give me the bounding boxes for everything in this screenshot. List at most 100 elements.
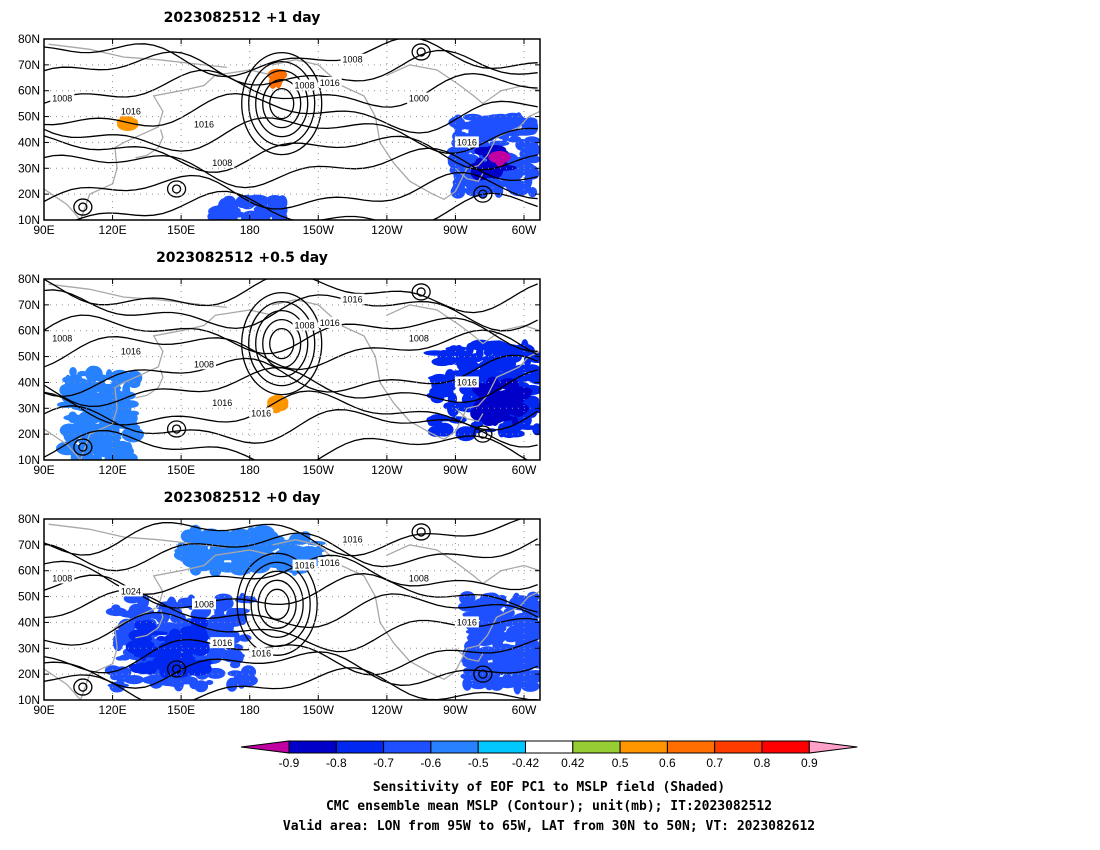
contour-label: 1016 bbox=[457, 377, 477, 387]
gridlines bbox=[44, 519, 540, 700]
y-tick-label: 50N bbox=[18, 350, 40, 364]
coastline bbox=[135, 609, 164, 639]
x-tick-label: 150E bbox=[167, 703, 195, 717]
x-tick-label: 180 bbox=[240, 463, 260, 477]
colorbar-box bbox=[525, 740, 574, 754]
plot-frame bbox=[43, 518, 541, 701]
gridlines bbox=[44, 279, 540, 460]
isobar bbox=[44, 49, 538, 86]
isobar bbox=[44, 147, 538, 189]
isobar-ring bbox=[262, 318, 302, 369]
isobar bbox=[44, 92, 538, 134]
colorbar-box bbox=[288, 740, 337, 754]
contour-label-bg bbox=[317, 556, 342, 568]
panel-title: 2023082512 +1 day bbox=[164, 10, 321, 26]
x-tick-label: 150W bbox=[303, 463, 335, 477]
isobar-ring bbox=[473, 665, 493, 683]
y-tick-label: 70N bbox=[18, 58, 40, 72]
contour-label: 1024 bbox=[121, 586, 141, 596]
isobar-ring bbox=[166, 660, 187, 678]
isobar bbox=[44, 314, 538, 355]
coastline bbox=[135, 129, 164, 159]
x-tick-label: 90E bbox=[33, 703, 54, 717]
coastline bbox=[48, 523, 227, 549]
contour-label-bg bbox=[192, 118, 216, 130]
y-tick-label: 50N bbox=[18, 110, 40, 124]
isobar-ring bbox=[78, 682, 88, 692]
contour-label-bg bbox=[340, 533, 365, 545]
isobar-ring bbox=[262, 78, 302, 129]
panel-1: 2023082512 +1 day10161016100810001008101… bbox=[18, 10, 541, 237]
y-tick-label: 70N bbox=[18, 538, 40, 552]
contour-labels: 1016 1016 1008 1000 1008 1016 1008 1016 1008 bbox=[50, 53, 479, 169]
y-tick-label: 20N bbox=[18, 187, 40, 201]
contour-label-bg bbox=[249, 647, 274, 659]
isobar-ring bbox=[411, 43, 431, 61]
isobar-ring bbox=[473, 425, 493, 443]
colorbar-label: -0.9 bbox=[279, 756, 300, 770]
contour-label: 1016 bbox=[121, 106, 141, 116]
colorbar-box bbox=[666, 740, 716, 754]
caption-line-1: Sensitivity of EOF PC1 to MSLP field (Sh… bbox=[373, 780, 725, 795]
contours bbox=[44, 39, 538, 220]
x-tick-label: 60W bbox=[512, 703, 537, 717]
contour-label-bg bbox=[210, 397, 235, 409]
isobar bbox=[44, 405, 538, 448]
x-tick-label: 120E bbox=[99, 703, 127, 717]
contour-label: 1016 bbox=[320, 558, 340, 568]
contour-label: 1016 bbox=[212, 398, 232, 408]
contour-label: 1008 bbox=[295, 321, 315, 331]
shaded-region bbox=[488, 150, 511, 167]
isobar bbox=[44, 135, 538, 173]
coastline bbox=[454, 407, 484, 422]
y-tick-label: 80N bbox=[18, 32, 40, 46]
x-tick-label: 150W bbox=[303, 223, 335, 237]
x-tick-label: 150W bbox=[303, 703, 335, 717]
isobar-ring bbox=[166, 420, 187, 438]
x-tick-label: 60W bbox=[512, 463, 537, 477]
axes: 90E 120E 150E 180 150W 120W 90W 60W 10N 20N 30N 40N… bbox=[18, 32, 540, 237]
contour-label-bg bbox=[406, 92, 431, 104]
colorbar-label: -0.42 bbox=[512, 756, 540, 770]
isobar bbox=[44, 171, 538, 210]
y-tick-label: 10N bbox=[18, 453, 40, 467]
contour-label: 1008 bbox=[212, 158, 232, 168]
colorbar-box bbox=[335, 740, 385, 754]
contour-label-bg bbox=[454, 616, 479, 628]
isobar-ring bbox=[269, 327, 295, 360]
y-tick-label: 10N bbox=[18, 693, 40, 707]
isobar-ring bbox=[73, 678, 93, 696]
colorbar-label: -0.8 bbox=[326, 756, 347, 770]
y-tick-label: 20N bbox=[18, 427, 40, 441]
x-tick-label: 120E bbox=[99, 223, 127, 237]
colorbar-label: -0.6 bbox=[421, 756, 442, 770]
colorbar-box bbox=[714, 740, 763, 754]
x-tick-label: 90W bbox=[443, 703, 468, 717]
isobar-ring bbox=[269, 87, 295, 120]
colorbar-label: -0.7 bbox=[373, 756, 394, 770]
contour-label: 1008 bbox=[409, 573, 429, 583]
isobar-ring bbox=[241, 51, 323, 156]
contour-label-bg bbox=[340, 53, 365, 65]
panel-plot-area: 1016 1016 1008 1000 1008 1016 1008 1016 1008 bbox=[44, 39, 540, 220]
isobar-ring bbox=[416, 287, 426, 297]
shaded-region bbox=[125, 616, 213, 678]
x-tick-label: 150E bbox=[167, 223, 195, 237]
coastline bbox=[454, 647, 484, 662]
colorbar-labels: -0.9 -0.8 -0.7 -0.6 -0.5 -0.42 0.42 0.5 0.6 0.7 0.… bbox=[279, 756, 818, 770]
colorbar-box bbox=[572, 740, 621, 754]
y-tick-label: 40N bbox=[18, 615, 40, 629]
plot-frame bbox=[43, 38, 541, 221]
contour-label-bg bbox=[454, 376, 479, 388]
isobar bbox=[44, 532, 539, 572]
panel-plot-area: 1008 1016 1016 1008 1016 1016 1016 1024 1008 1016 bbox=[44, 519, 540, 700]
isobar-ring bbox=[416, 47, 426, 57]
contour-label-bg bbox=[50, 332, 75, 344]
panel-plot-area: 1008 1016 1016 1008 1016 1016 1008 1016 1008 1016 bbox=[44, 279, 540, 460]
panels: 2023082512 +1 day10161016100810001008101… bbox=[18, 10, 541, 717]
x-tick-label: 180 bbox=[240, 703, 260, 717]
x-tick-label: 90W bbox=[443, 463, 468, 477]
x-tick-label: 120W bbox=[371, 463, 403, 477]
colorbar-box bbox=[761, 740, 810, 754]
contour-label: 1016 bbox=[295, 561, 315, 571]
